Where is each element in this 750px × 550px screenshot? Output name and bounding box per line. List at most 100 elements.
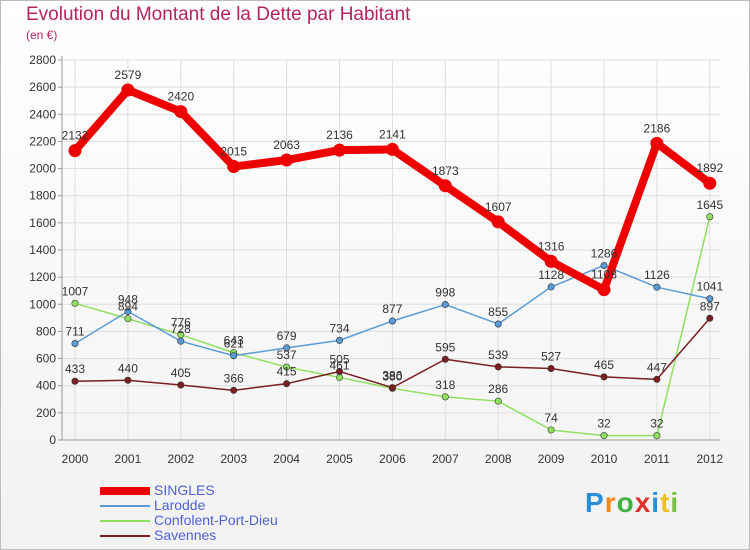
data-point [283,363,291,371]
data-point [600,373,608,381]
data-label: 711 [65,325,84,339]
data-point [124,376,132,384]
data-point [335,367,343,375]
x-tick-label: 2006 [379,452,406,466]
logo-letter: o [616,487,635,518]
y-tick-label: 2400 [29,107,56,121]
x-tick-label: 2001 [115,452,142,466]
data-point [283,380,291,388]
data-label: 948 [118,292,138,306]
x-tick-label: 2007 [432,452,459,466]
data-point [230,352,238,360]
data-label: 286 [488,382,508,396]
x-tick-label: 2000 [62,452,89,466]
legend-swatch [100,535,150,537]
x-tick-label: 2012 [696,452,723,466]
series-points [68,83,717,440]
data-label: 380 [382,369,402,383]
x-tick-label: 2010 [591,452,618,466]
x-tick-label: 2003 [220,452,247,466]
data-point [653,375,661,383]
logo-letter: P [585,487,605,518]
data-point [177,337,185,345]
data-point [438,179,452,193]
legend-label: Larodde [154,497,206,513]
data-label: 415 [277,365,297,379]
data-label: 527 [541,349,561,363]
data-label: 1126 [644,268,670,282]
data-label: 1892 [696,161,723,175]
logo-letter: i [670,487,680,518]
data-label: 1041 [696,280,723,294]
data-point [124,307,132,315]
data-label: 32 [650,417,664,431]
data-label: 32 [597,417,611,431]
data-label: 1316 [538,239,565,253]
data-label: 461 [329,358,349,372]
data-label: 433 [65,362,85,376]
legend-label: Confolent-Port-Dieu [154,512,278,528]
data-label: 877 [382,302,402,316]
y-tick-labels: 0 200 400 600 800 1000 1200 1400 1600 1800 2000 220… [29,53,56,447]
y-tick-label: 1800 [29,189,56,203]
data-label: 1607 [485,200,512,214]
data-point [388,384,396,392]
data-point [71,340,79,348]
data-label: 440 [118,361,138,375]
data-label: 1873 [432,164,459,178]
data-label: 1645 [696,198,723,212]
y-tick-label: 2200 [29,134,56,148]
y-tick-label: 200 [36,406,56,420]
data-point [547,364,555,372]
axes [58,56,720,441]
y-tick-label: 2800 [29,53,56,67]
y-tick-label: 1400 [29,243,56,257]
x-tick-label: 2011 [644,452,670,466]
data-label: 2141 [379,127,406,141]
data-point [706,314,714,322]
y-tick-label: 400 [36,379,56,393]
data-label: 679 [277,329,297,343]
data-label: 2063 [273,138,300,152]
data-label: 537 [277,348,297,362]
data-point [280,153,294,167]
data-point [703,176,717,190]
data-point [706,213,714,221]
data-point [385,142,399,156]
data-point [653,432,661,440]
y-tick-label: 0 [49,433,56,447]
data-labels: 1007 894 776 643 537 461 380 318 286 74 32 32 1645 43… [62,68,724,431]
data-label: 2579 [115,68,142,82]
proxiti-logo: Proxiti [585,487,679,519]
data-label: 728 [171,322,191,336]
legend-label: Savennes [154,527,217,543]
data-point [230,386,238,394]
data-label: 465 [594,358,614,372]
data-label: 621 [224,337,244,351]
data-label: 2015 [220,145,247,159]
y-tick-label: 1000 [29,297,56,311]
data-label: 734 [329,321,349,335]
x-tick-label: 2009 [538,452,565,466]
y-tick-label: 1600 [29,216,56,230]
x-tick-labels: 2000 2001 2002 2003 2004 2005 2006 2007 2008 2009… [62,452,724,466]
x-tick-label: 2008 [485,452,512,466]
data-point [600,432,608,440]
data-point [124,315,132,323]
legend-swatch [100,520,150,522]
data-point [283,344,291,352]
data-label: 405 [171,366,191,380]
data-point [227,160,241,174]
data-label: 2136 [326,128,353,142]
x-tick-label: 2002 [167,452,194,466]
logo-letter: i [651,487,661,518]
data-point [441,355,449,363]
data-point [706,295,714,303]
data-label: 1128 [538,268,564,282]
data-label: 1108 [591,268,617,282]
legend-swatch [100,505,150,507]
data-point [650,136,664,150]
data-point [494,397,502,405]
data-point [597,283,611,297]
data-label: 897 [700,299,720,313]
